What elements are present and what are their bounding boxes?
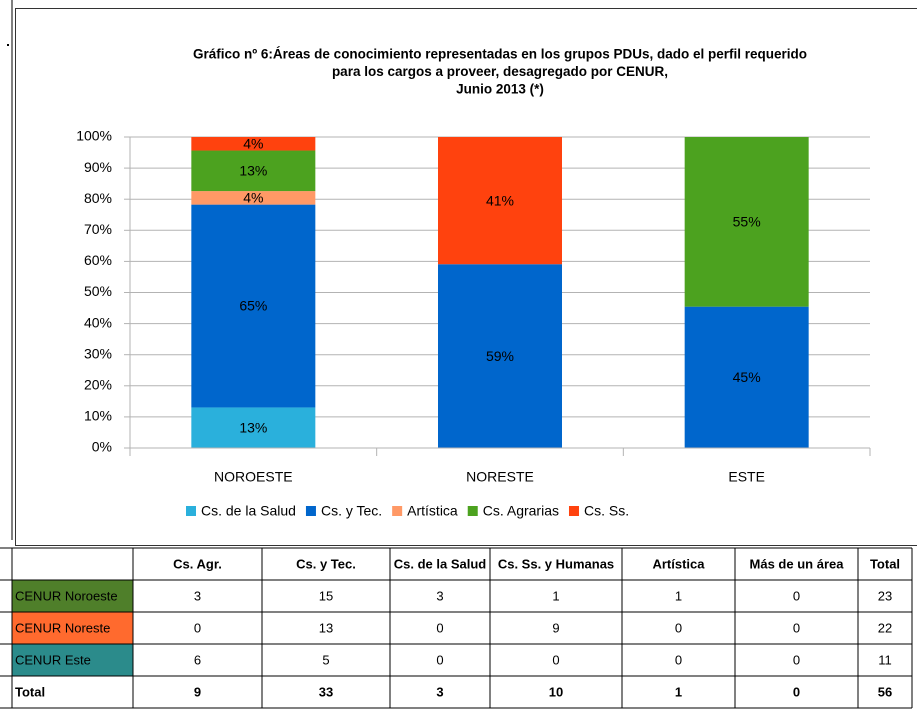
table-cell: 13: [319, 620, 333, 635]
y-tick-label: 90%: [84, 159, 112, 175]
row-label-bg: [12, 612, 133, 644]
value-label: 45%: [733, 369, 761, 385]
table-cell: 0: [436, 620, 443, 635]
value-label: 4%: [243, 190, 263, 206]
bar-segment: [191, 204, 316, 408]
bar-segment: [438, 137, 562, 265]
bar-segment: [191, 407, 316, 448]
table-cell: 3: [436, 588, 443, 603]
legend-label: Cs. de la Salud: [201, 503, 296, 519]
value-label: 4%: [243, 135, 263, 151]
value-label: 65%: [239, 298, 267, 314]
bar-segment: [191, 137, 316, 151]
row-label: Total: [15, 684, 45, 699]
column-header: Total: [870, 556, 900, 571]
legend-label: Artística: [407, 503, 458, 519]
chart-title: Junio 2013 (*): [456, 82, 544, 97]
y-tick-label: 20%: [84, 377, 112, 393]
legend-swatch: [186, 506, 196, 516]
table-cell: 6: [194, 652, 201, 667]
column-header: Cs. Ss. y Humanas: [498, 556, 614, 571]
table-cell: 9: [194, 684, 201, 699]
column-header: Cs. Agr.: [173, 556, 222, 571]
legend-label: Cs. y Tec.: [321, 503, 382, 519]
value-label: 55%: [733, 214, 761, 230]
table-cell: 0: [793, 652, 800, 667]
table-cell: 0: [436, 652, 443, 667]
title: Gráfico nº 6:Áreas de conocimiento repre…: [193, 47, 807, 97]
column-header: Cs. de la Salud: [394, 556, 487, 571]
row-label: CENUR Noroeste: [15, 588, 118, 603]
bar-segment: [191, 191, 316, 205]
bar-segment: [191, 150, 316, 192]
y-tick-label: 60%: [84, 252, 112, 268]
value-label: 41%: [486, 192, 514, 208]
column-header: Cs. y Tec.: [296, 556, 356, 571]
bar-segment: [438, 264, 562, 448]
chart-title: para los cargos a proveer, desagregado p…: [332, 64, 668, 79]
table-cell: 1: [675, 588, 682, 603]
table-cell: 56: [878, 684, 892, 699]
x-tick-label: NORESTE: [466, 469, 534, 485]
column-header: Más de un área: [750, 556, 845, 571]
legend-swatch: [568, 506, 579, 516]
value-label: 13%: [239, 163, 267, 179]
sheet-dot: [7, 44, 9, 46]
y-tick-label: 100%: [76, 128, 112, 144]
table-cell: 9: [552, 620, 559, 635]
y-tick-label: 50%: [84, 283, 112, 299]
bar-segment: [684, 137, 809, 307]
row-label-bg: [12, 580, 133, 612]
table-cell: 15: [319, 588, 333, 603]
x-tick-label: NOROESTE: [214, 469, 293, 485]
table-cell: 0: [552, 652, 559, 667]
table-cell: 10: [549, 684, 563, 699]
value-label: 13%: [239, 419, 267, 435]
legend-swatch: [467, 506, 478, 516]
row-label-bg: [12, 644, 133, 676]
table-cell: 33: [319, 684, 333, 699]
table-cell: 1: [552, 588, 559, 603]
row-label: CENUR Este: [15, 652, 91, 667]
y-tick-label: 70%: [84, 221, 112, 237]
table-cell: 5: [322, 652, 329, 667]
table-cell: 0: [793, 588, 800, 603]
table-cell: 3: [194, 588, 201, 603]
table-cell: 0: [675, 652, 682, 667]
table-cell: 0: [793, 620, 800, 635]
y-tick-label: 40%: [84, 314, 112, 330]
y-tick-label: 10%: [84, 408, 112, 424]
table-cell: 0: [675, 620, 682, 635]
table-cell: 11: [878, 652, 892, 667]
table-cell: 23: [878, 588, 892, 603]
y-tick-label: 30%: [84, 345, 112, 361]
table-cell: 0: [194, 620, 201, 635]
legend-swatch: [392, 506, 403, 516]
table-cell: 0: [793, 684, 800, 699]
chart-title: Gráfico nº 6:Áreas de conocimiento repre…: [193, 47, 807, 62]
column-header: Artística: [652, 556, 705, 571]
legend-swatch: [305, 506, 316, 516]
value-label: 59%: [486, 348, 514, 364]
table-cell: 22: [878, 620, 892, 635]
table-cell: 1: [675, 684, 682, 699]
x-tick-label: ESTE: [728, 469, 765, 485]
legend-label: Cs. Ss.: [584, 503, 629, 519]
row-label: CENUR Noreste: [15, 620, 110, 635]
y-tick-label: 80%: [84, 190, 112, 206]
y-tick-label: 0%: [92, 439, 112, 455]
bar-segment: [684, 306, 809, 448]
table-cell: 3: [436, 684, 443, 699]
legend-label: Cs. Agrarias: [483, 503, 559, 519]
